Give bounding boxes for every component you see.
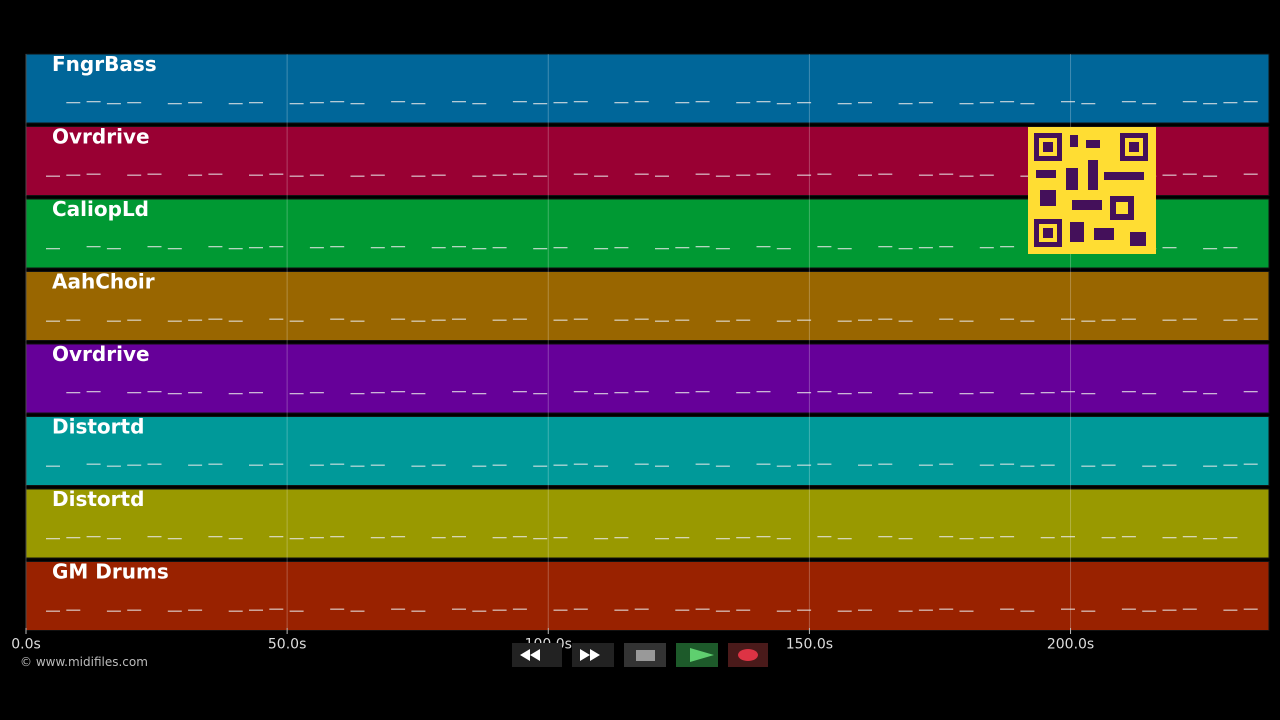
transport-controls [512,643,768,667]
track-name: AahChoir [52,270,155,294]
track-lane [25,416,1270,486]
track-name: Distortd [52,415,144,439]
track-name: Distortd [52,487,144,511]
track-lane [25,53,1270,124]
copyright: © www.midifiles.com [20,655,148,669]
play-icon [690,648,714,662]
tracks: FngrBass Ovrdrive CaliopLd AahChoir Ovrdrive… [25,52,1270,631]
tick-label: 0.0s [11,637,41,653]
fast-forward-icon [580,649,600,661]
track-name: Ovrdrive [52,125,150,149]
tick-label: 150.0s [786,637,833,653]
stop-icon [636,650,655,661]
rewind-icon [520,649,540,661]
qr-code [1028,127,1156,254]
track-lane [25,561,1270,631]
track-lane [25,488,1270,559]
track-lane [25,343,1270,414]
track-name: CaliopLd [52,197,149,221]
track-name: GM Drums [52,560,169,584]
tick-label: 50.0s [268,637,306,653]
track-name: Ovrdrive [52,342,150,366]
track-name: FngrBass [52,52,157,76]
tick-label: 200.0s [1047,637,1094,653]
record-icon [738,649,758,661]
track-lane [25,271,1270,341]
